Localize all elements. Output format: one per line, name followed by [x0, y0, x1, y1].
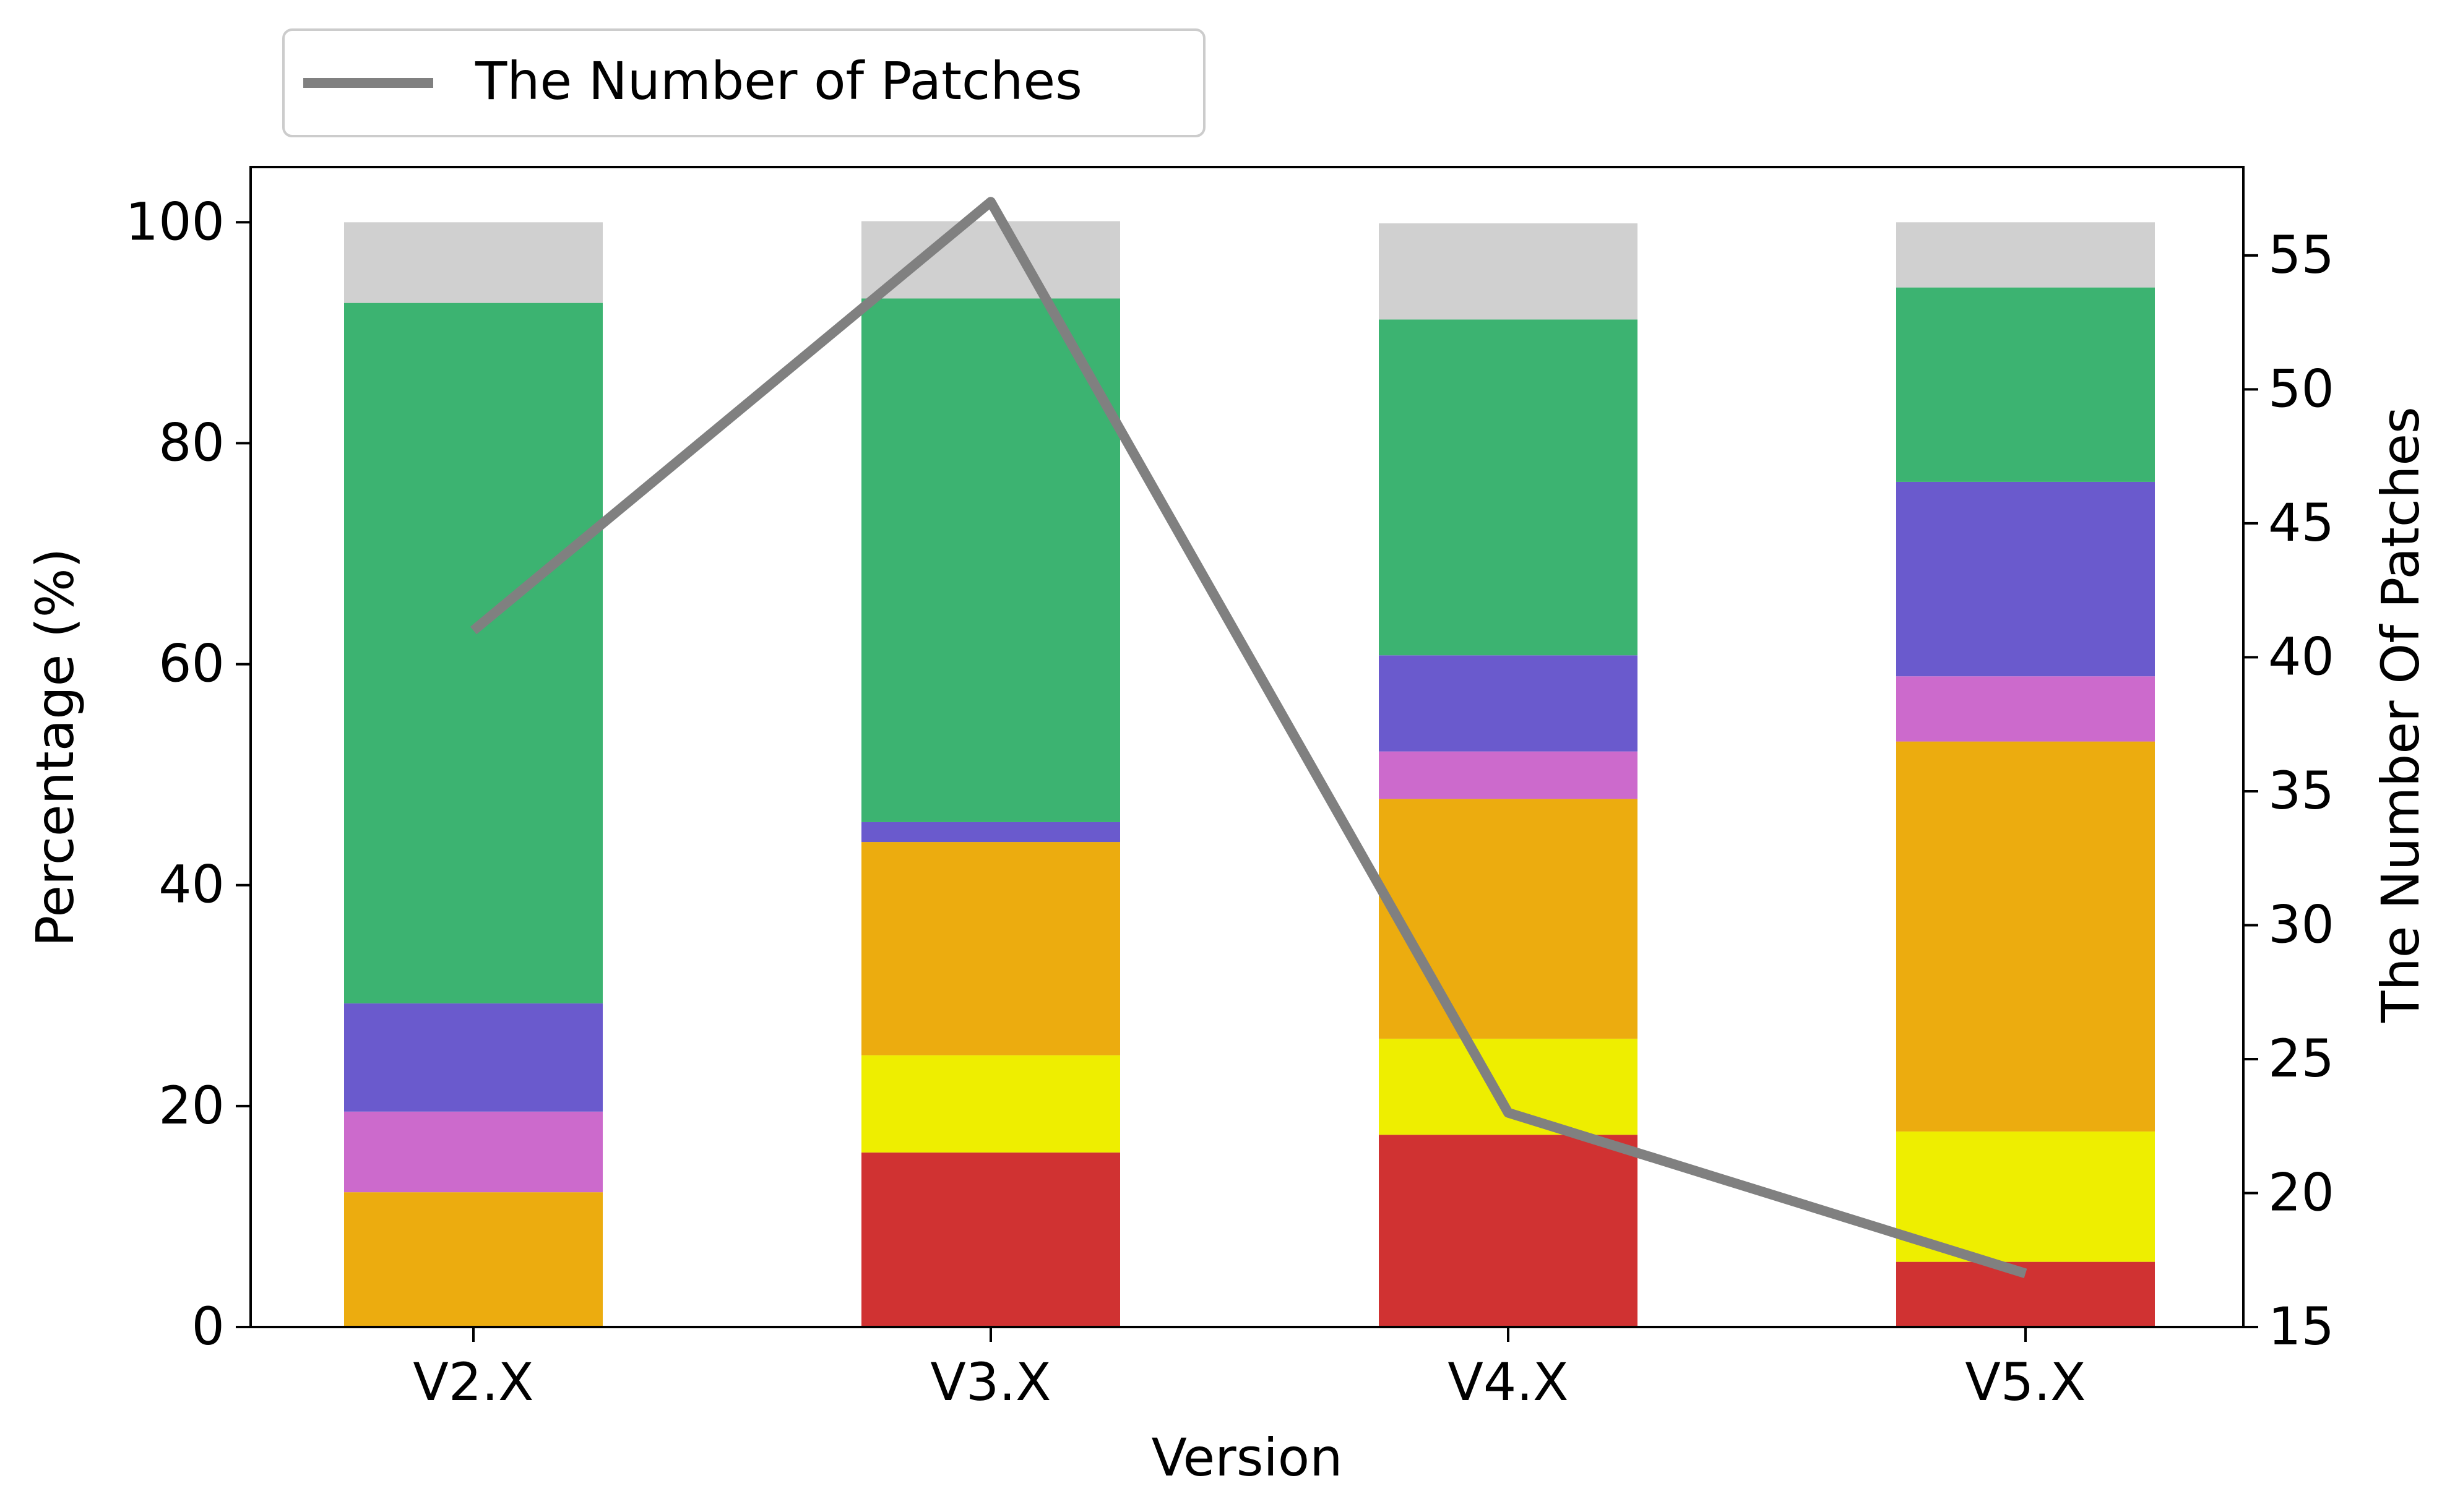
bar-segment-v4x-s2 [1379, 1038, 1637, 1135]
y2-tick-label: 45 [2268, 492, 2334, 553]
y2-tick-label: 55 [2268, 225, 2334, 285]
bar-segment-v5x-s2 [1896, 1131, 2155, 1262]
bar-segment-v3x-s7 [861, 221, 1120, 299]
bar-segment-v5x-s7 [1896, 222, 2155, 288]
y2-tick-label: 35 [2268, 760, 2334, 821]
y2-tick-label: 40 [2268, 626, 2334, 687]
x-tick-label: V5.X [1965, 1352, 2086, 1412]
line-layer [470, 197, 2027, 1279]
bar-segment-v4x-s7 [1379, 223, 1637, 320]
bar-segment-v3x-s1 [861, 1152, 1120, 1327]
y-tick-label: 40 [158, 854, 225, 915]
y-tick-label: 100 [126, 191, 225, 252]
x-axis: V2.X V3.X V4.X V5.X [413, 1327, 2086, 1412]
y-tick-label: 20 [158, 1075, 225, 1136]
bar-segment-v4x-s1 [1379, 1135, 1637, 1327]
y2-tick-label: 20 [2268, 1162, 2334, 1222]
legend-box [282, 28, 1206, 137]
patches-line [470, 197, 2027, 1279]
left-axis: 0 20 40 60 80 100 [126, 191, 251, 1357]
y-axis-label: Percentage (%) [25, 548, 85, 947]
x-tick-label: V3.X [930, 1352, 1051, 1412]
bar-segment-v4x-s3 [1379, 799, 1637, 1039]
y-tick-label: 60 [158, 634, 225, 694]
bar-segment-v2x-s5 [344, 1003, 603, 1112]
bar-segment-v5x-s4 [1896, 676, 2155, 742]
bar-segment-v3x-s5 [861, 822, 1120, 843]
y2-tick-label: 30 [2268, 894, 2334, 955]
bar-segment-v3x-s2 [861, 1055, 1120, 1153]
y2-tick-label: 50 [2268, 358, 2334, 419]
plot-frame [249, 166, 2245, 1328]
bars-layer [344, 221, 2155, 1327]
right-axis: 15 20 25 30 35 40 45 50 55 [2243, 225, 2334, 1357]
x-axis-label: Version [1152, 1427, 1343, 1488]
legend: The Number of Patches [282, 28, 1206, 137]
bar-segment-v4x-s4 [1379, 751, 1637, 799]
bar-segment-v2x-s3 [344, 1192, 603, 1327]
x-tick-label: V2.X [413, 1352, 533, 1412]
bar-segment-v3x-s6 [861, 298, 1120, 822]
bar-segment-v4x-s5 [1379, 655, 1637, 752]
bar-segment-v5x-s5 [1896, 481, 2155, 677]
y-tick-label: 80 [158, 412, 225, 473]
bar-segment-v5x-s3 [1896, 741, 2155, 1132]
bar-segment-v2x-s6 [344, 303, 603, 1003]
bar-segment-v2x-s4 [344, 1111, 603, 1193]
legend-label: The Number of Patches [475, 51, 1082, 111]
y2-axis-label: The Number Of Patches [2370, 406, 2431, 1023]
bar-segment-v2x-s7 [344, 222, 603, 303]
y2-tick-label: 25 [2268, 1028, 2334, 1089]
bar-segment-v5x-s6 [1896, 287, 2155, 482]
x-tick-label: V4.X [1448, 1352, 1568, 1412]
y-tick-label: 0 [192, 1296, 225, 1357]
bar-segment-v4x-s6 [1379, 319, 1637, 656]
bar-segment-v3x-s3 [861, 842, 1120, 1055]
y2-tick-label: 15 [2268, 1296, 2334, 1357]
